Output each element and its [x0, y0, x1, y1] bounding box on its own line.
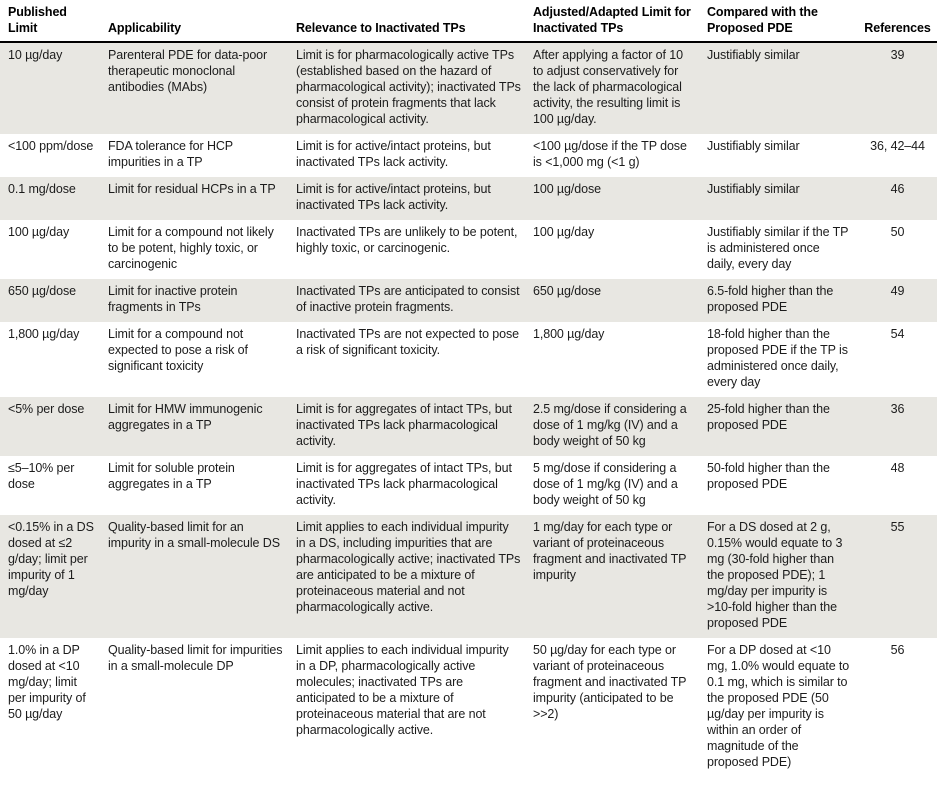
- table-row: 0.1 mg/dose Limit for residual HCPs in a…: [0, 177, 937, 220]
- cell-references: 49: [862, 279, 937, 322]
- cell-published-limit: <0.15% in a DS dosed at ≤2 g/day; limit …: [0, 515, 108, 638]
- cell-published-limit: 0.1 mg/dose: [0, 177, 108, 220]
- cell-published-limit: 1,800 µg/day: [8, 327, 80, 341]
- table-body: 10 µg/day Parenteral PDE for data-poor t…: [0, 42, 937, 777]
- cell-compared-pde: For a DP dosed at <10 mg, 1.0% would equ…: [707, 643, 850, 769]
- cell-applicability: Limit for a compound not expected to pos…: [108, 327, 248, 373]
- cell-published-limit: 650 µg/dose: [0, 279, 108, 322]
- column-header-published-limit: Published Limit: [0, 0, 108, 43]
- published-limits-comparison-table: Published Limit Applicability Relevance …: [0, 0, 937, 777]
- cell-references: 56: [890, 643, 905, 657]
- table-row: 1,800 µg/day Limit for a compound not ex…: [0, 322, 937, 397]
- cell-published-limit: 100 µg/day: [8, 225, 70, 239]
- cell-adjusted-limit: 100 µg/day: [533, 225, 595, 239]
- header-row: Published Limit Applicability Relevance …: [0, 0, 937, 43]
- table-row: <5% per dose Limit for HMW immunogenic a…: [0, 397, 937, 456]
- cell-applicability: Quality-based limit for an impurity in a…: [108, 515, 296, 638]
- cell-relevance: Inactivated TPs are unlikely to be poten…: [296, 225, 518, 255]
- cell-references: 54: [890, 327, 905, 341]
- cell-relevance: Limit is for aggregates of intact TPs, b…: [296, 461, 512, 507]
- table-row: ≤5–10% per dose Limit for soluble protei…: [0, 456, 937, 515]
- table-row: <0.15% in a DS dosed at ≤2 g/day; limit …: [0, 515, 937, 638]
- cell-compared-pde: 25-fold higher than the proposed PDE: [707, 397, 862, 456]
- cell-adjusted-limit: 650 µg/dose: [533, 279, 707, 322]
- cell-published-limit: <5% per dose: [0, 397, 108, 456]
- cell-applicability: FDA tolerance for HCP impurities in a TP: [108, 139, 233, 169]
- cell-relevance: Limit is for pharmacologically active TP…: [296, 42, 533, 134]
- column-header-adjusted-limit: Adjusted/Adapted Limit for Inactivated T…: [533, 0, 707, 43]
- cell-compared-pde: For a DS dosed at 2 g, 0.15% would equat…: [707, 515, 862, 638]
- cell-published-limit: 10 µg/day: [0, 42, 108, 134]
- column-header-relevance: Relevance to Inactivated TPs: [296, 0, 533, 43]
- column-header-references: References: [862, 0, 937, 43]
- column-header-applicability: Applicability: [108, 0, 296, 43]
- cell-compared-pde: 6.5-fold higher than the proposed PDE: [707, 279, 862, 322]
- cell-relevance: Limit applies to each individual impurit…: [296, 643, 509, 737]
- cell-references: 50: [890, 225, 905, 239]
- cell-published-limit: <100 ppm/dose: [8, 139, 94, 153]
- cell-adjusted-limit: After applying a factor of 10 to adjust …: [533, 42, 707, 134]
- table-row: 650 µg/dose Limit for inactive protein f…: [0, 279, 937, 322]
- cell-references: 48: [890, 461, 905, 475]
- cell-references: 39: [862, 42, 937, 134]
- cell-adjusted-limit: 100 µg/dose: [533, 177, 707, 220]
- cell-applicability: Parenteral PDE for data-poor therapeutic…: [108, 42, 296, 134]
- table-row: 100 µg/day Limit for a compound not like…: [0, 220, 937, 279]
- cell-relevance: Limit applies to each individual impurit…: [296, 515, 533, 638]
- cell-applicability: Limit for HMW immunogenic aggregates in …: [108, 397, 296, 456]
- cell-adjusted-limit: 1,800 µg/day: [533, 327, 605, 341]
- cell-adjusted-limit: 2.5 mg/dose if considering a dose of 1 m…: [533, 397, 707, 456]
- cell-relevance: Inactivated TPs are anticipated to consi…: [296, 279, 533, 322]
- cell-adjusted-limit: 5 mg/dose if considering a dose of 1 mg/…: [533, 461, 678, 507]
- cell-relevance: Inactivated TPs are not expected to pose…: [296, 327, 519, 357]
- cell-compared-pde: 18-fold higher than the proposed PDE if …: [707, 327, 848, 389]
- cell-references: 55: [862, 515, 937, 638]
- cell-applicability: Limit for inactive protein fragments in …: [108, 279, 296, 322]
- cell-references: 36, 42–44: [870, 139, 925, 153]
- cell-relevance: Limit is for aggregates of intact TPs, b…: [296, 397, 533, 456]
- cell-adjusted-limit: <100 µg/dose if the TP dose is <1,000 mg…: [533, 139, 687, 169]
- cell-applicability: Limit for soluble protein aggregates in …: [108, 461, 235, 491]
- column-header-compared-pde: Compared with the Proposed PDE: [707, 0, 862, 43]
- cell-compared-pde: Justifiably similar: [707, 42, 862, 134]
- cell-references: 36: [862, 397, 937, 456]
- cell-applicability: Limit for a compound not likely to be po…: [108, 225, 274, 271]
- cell-adjusted-limit: 1 mg/day for each type or variant of pro…: [533, 515, 707, 638]
- cell-compared-pde: Justifiably similar: [707, 177, 862, 220]
- cell-adjusted-limit: 50 µg/day for each type or variant of pr…: [533, 643, 687, 721]
- cell-relevance: Limit is for active/intact proteins, but…: [296, 177, 533, 220]
- cell-applicability: Limit for residual HCPs in a TP: [108, 177, 296, 220]
- table-row: 1.0% in a DP dosed at <10 mg/day; limit …: [0, 638, 937, 777]
- cell-applicability: Quality-based limit for impurities in a …: [108, 643, 283, 673]
- table-row: <100 ppm/dose FDA tolerance for HCP impu…: [0, 134, 937, 177]
- table-row: 10 µg/day Parenteral PDE for data-poor t…: [0, 42, 937, 134]
- cell-compared-pde: Justifiably similar: [707, 139, 800, 153]
- cell-published-limit: ≤5–10% per dose: [8, 461, 75, 491]
- cell-published-limit: 1.0% in a DP dosed at <10 mg/day; limit …: [8, 643, 86, 721]
- cell-compared-pde: Justifiably similar if the TP is adminis…: [707, 225, 849, 271]
- cell-references: 46: [862, 177, 937, 220]
- cell-relevance: Limit is for active/intact proteins, but…: [296, 139, 491, 169]
- cell-compared-pde: 50-fold higher than the proposed PDE: [707, 461, 830, 491]
